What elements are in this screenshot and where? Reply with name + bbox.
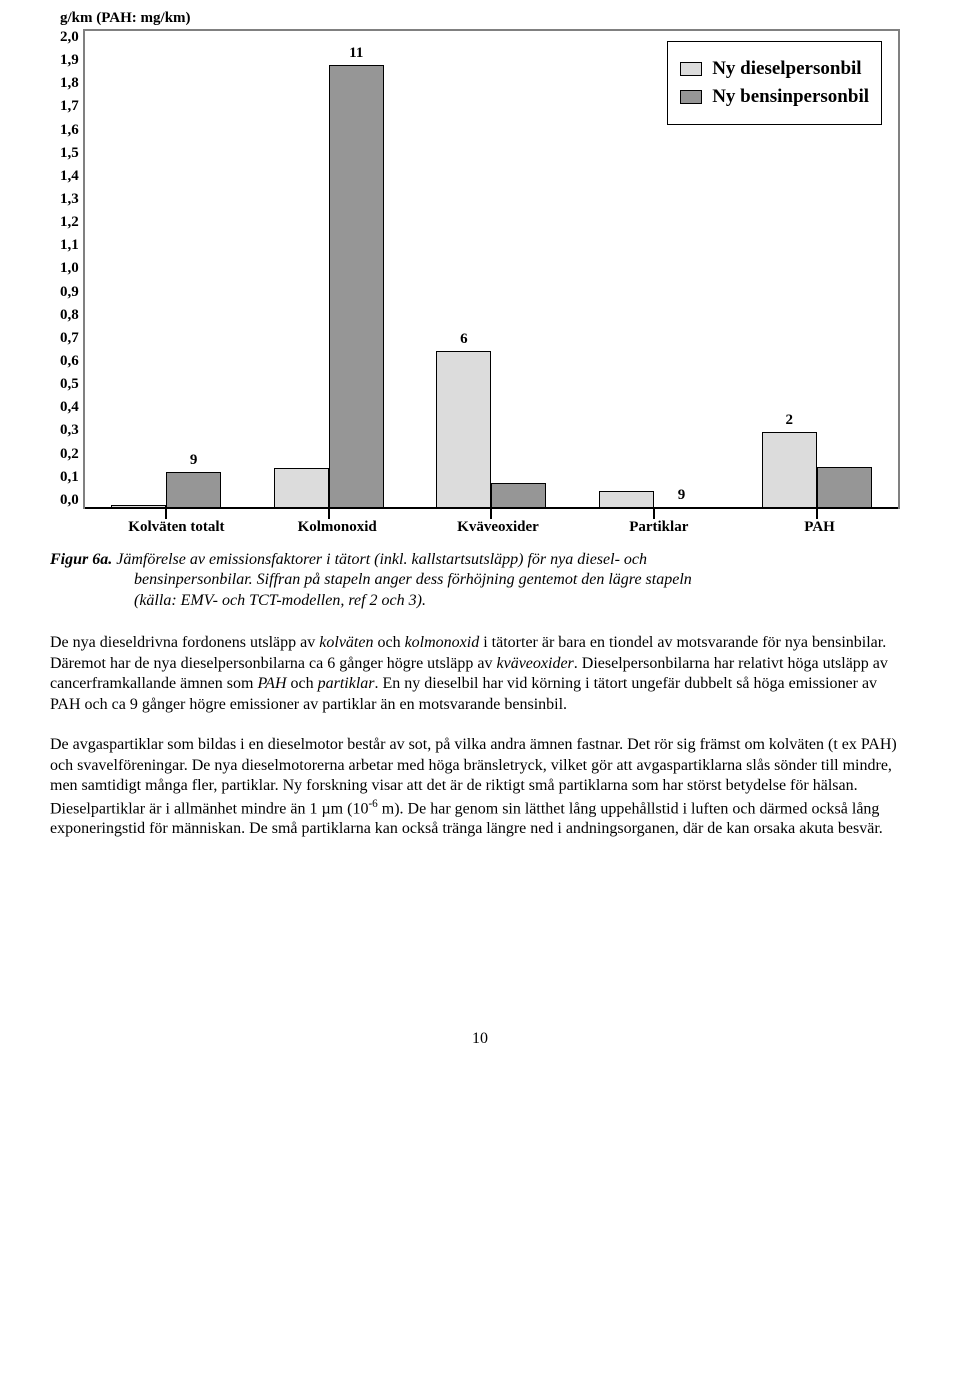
y-tick-label: 0,4	[60, 399, 79, 416]
bar-value-label: 6	[460, 331, 468, 348]
y-tick-label: 0,0	[60, 492, 79, 509]
legend-swatch-diesel	[680, 62, 702, 76]
y-tick-label: 0,8	[60, 307, 79, 324]
emissions-bar-chart: g/km (PAH: mg/km) 2,0 1,9 1,8 1,7 1,6 1,5 1,4 1…	[60, 10, 900, 536]
y-tick-label: 0,3	[60, 422, 79, 439]
y-tick-label: 0,9	[60, 284, 79, 301]
figure-caption: Figur 6a. Jämförelse av emissionsfaktore…	[50, 550, 910, 611]
bar-diesel	[762, 432, 817, 509]
x-axis-category-label: Kolmonoxid	[257, 509, 418, 536]
legend-label-bensin: Ny bensinpersonbil	[712, 86, 869, 108]
bar-bensin	[491, 483, 546, 509]
x-axis-category-label: PAH	[739, 509, 900, 536]
y-tick-label: 1,4	[60, 168, 79, 185]
bar-diesel	[274, 468, 329, 509]
y-tick-label: 1,2	[60, 214, 79, 231]
page-number: 10	[50, 1030, 910, 1048]
x-axis-category-label: Kolväten totalt	[96, 509, 257, 536]
category-slot: 9	[85, 31, 248, 509]
x-axis-baseline	[85, 507, 898, 509]
y-tick-label: 2,0	[60, 29, 79, 46]
y-tick-label: 0,1	[60, 469, 79, 486]
category-slot: 6	[410, 31, 573, 509]
x-tick-mark	[653, 509, 655, 519]
legend-label-diesel: Ny dieselpersonbil	[712, 58, 861, 80]
body-paragraph-2: De avgaspartiklar som bildas i en diesel…	[50, 735, 910, 840]
y-tick-label: 0,2	[60, 446, 79, 463]
y-axis-ticks: 2,0 1,9 1,8 1,7 1,6 1,5 1,4 1,3 1,2 1,1 1,0 0,9 0,8 0…	[60, 29, 83, 509]
bar-diesel	[436, 351, 491, 509]
y-tick-label: 1,8	[60, 75, 79, 92]
y-tick-label: 0,6	[60, 353, 79, 370]
x-axis-category-label: Partiklar	[578, 509, 739, 536]
x-tick-mark	[328, 509, 330, 519]
x-axis-labels: Kolväten totaltKolmonoxidKväveoxiderPart…	[96, 509, 900, 536]
y-tick-label: 0,5	[60, 376, 79, 393]
bar-value-label: 11	[349, 45, 363, 62]
y-tick-label: 1,0	[60, 260, 79, 277]
y-axis-title: g/km (PAH: mg/km)	[60, 10, 900, 27]
x-tick-mark	[816, 509, 818, 519]
bar-value-label: 2	[785, 412, 793, 429]
x-axis-category-label: Kväveoxider	[418, 509, 579, 536]
y-tick-label: 1,7	[60, 98, 79, 115]
chart-legend: Ny dieselpersonbil Ny bensinpersonbil	[667, 41, 882, 125]
legend-swatch-bensin	[680, 90, 702, 104]
x-tick-mark	[165, 509, 167, 519]
body-paragraph-1: De nya dieseldrivna fordonens utsläpp av…	[50, 633, 910, 715]
bar-value-label: 9	[190, 452, 198, 469]
y-tick-label: 1,3	[60, 191, 79, 208]
y-tick-label: 1,9	[60, 52, 79, 69]
bar-bensin	[166, 472, 221, 509]
y-tick-label: 1,6	[60, 122, 79, 139]
plot-area: 9 11 6 9 2 Ny dieselpersonbil Ny bensinperso…	[83, 29, 900, 509]
bar-bensin	[329, 65, 384, 509]
y-tick-label: 0,7	[60, 330, 79, 347]
y-tick-label: 1,5	[60, 145, 79, 162]
category-slot: 11	[247, 31, 410, 509]
bar-value-label: 9	[678, 487, 686, 504]
y-tick-label: 1,1	[60, 237, 79, 254]
x-tick-mark	[490, 509, 492, 519]
chart-plot-region: 2,0 1,9 1,8 1,7 1,6 1,5 1,4 1,3 1,2 1,1 1,0 0,9 0,8 0…	[60, 29, 900, 509]
figure-number: Figur 6a.	[50, 551, 112, 568]
bar-bensin	[817, 467, 872, 509]
